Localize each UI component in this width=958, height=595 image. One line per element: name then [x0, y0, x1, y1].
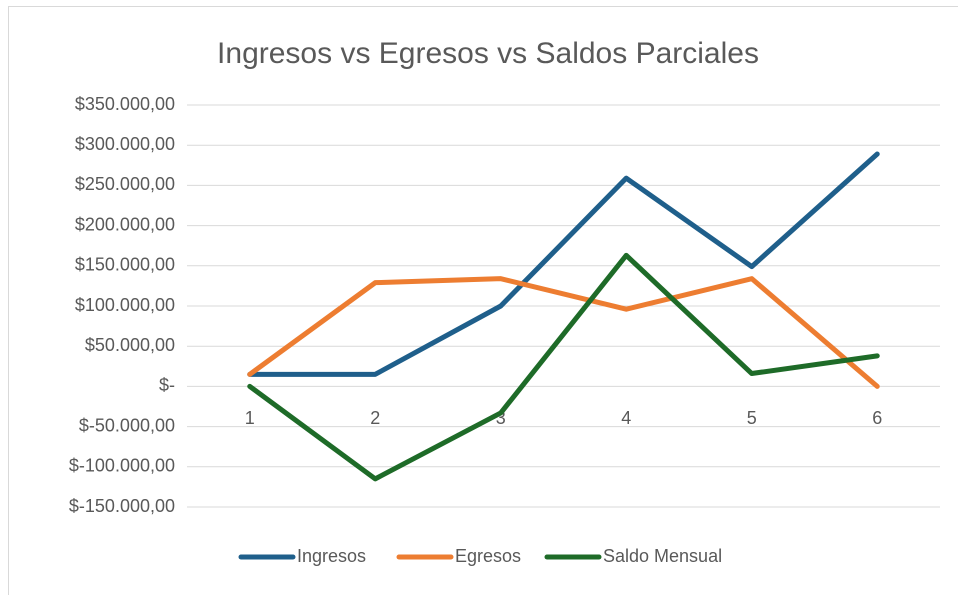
- legend-label: Egresos: [455, 546, 521, 566]
- y-tick-label: $-100.000,00: [69, 456, 175, 476]
- x-tick-label: 2: [370, 408, 380, 428]
- x-tick-label: 6: [872, 408, 882, 428]
- series-line: [247, 276, 880, 389]
- y-tick-label: $-: [159, 375, 175, 395]
- y-tick-label: $-150.000,00: [69, 496, 175, 516]
- x-tick-label: 4: [621, 408, 631, 428]
- x-tick-label: 3: [496, 408, 506, 428]
- y-tick-label: $300.000,00: [75, 134, 175, 154]
- y-tick-label: $250.000,00: [75, 174, 175, 194]
- y-tick-label: $50.000,00: [85, 335, 175, 355]
- chart-title: Ingresos vs Egresos vs Saldos Parciales: [217, 37, 759, 70]
- x-tick-label: 5: [747, 408, 757, 428]
- y-tick-label: $150.000,00: [75, 255, 175, 275]
- legend-label: Ingresos: [297, 546, 366, 566]
- y-tick-label: $-50.000,00: [79, 415, 175, 435]
- series-line: [247, 151, 880, 377]
- y-tick-label: $200.000,00: [75, 214, 175, 234]
- legend-label: Saldo Mensual: [603, 546, 722, 566]
- x-tick-label: 1: [245, 408, 255, 428]
- y-tick-label: $350.000,00: [75, 94, 175, 114]
- series-line: [247, 252, 880, 482]
- y-tick-label: $100.000,00: [75, 295, 175, 315]
